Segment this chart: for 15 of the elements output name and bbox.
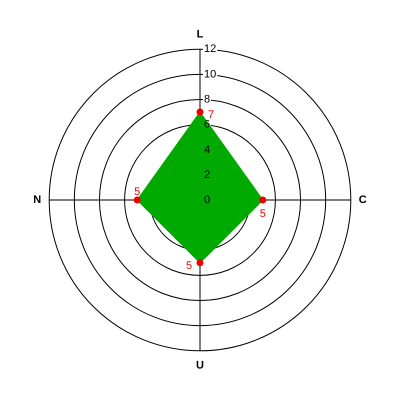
spoke-label: C — [358, 194, 367, 206]
y-tick-label: 6 — [204, 118, 210, 131]
spoke-label: U — [196, 359, 204, 372]
data-label: 5 — [134, 186, 140, 198]
data-label: 5 — [260, 208, 266, 220]
y-tick-label: 2 — [204, 168, 210, 181]
spoke-label: L — [196, 28, 204, 41]
y-tick-label: 4 — [204, 144, 210, 156]
y-tick-label: 0 — [204, 194, 210, 206]
y-tick-label: 8 — [204, 94, 210, 106]
y-tick-label: 10 — [204, 68, 216, 80]
spoke-label: N — [33, 194, 42, 206]
data-label: 7 — [208, 109, 214, 122]
y-tick-label: 12 — [204, 43, 216, 56]
data-label: 5 — [186, 260, 192, 272]
